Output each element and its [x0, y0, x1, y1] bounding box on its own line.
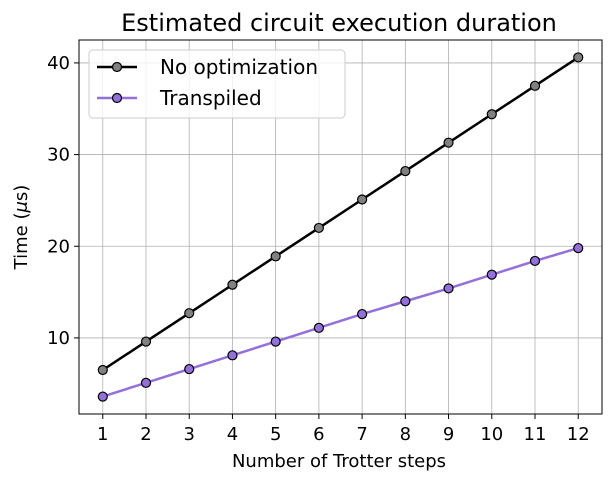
- x-tick-label: 3: [183, 424, 194, 445]
- data-point-no-optimization: [486, 109, 497, 120]
- data-point-transpiled: [573, 242, 584, 254]
- legend-marker-no-optimization: [111, 61, 123, 73]
- x-tick-label: 1: [97, 424, 108, 445]
- series-line-no-optimization: [102, 56, 579, 372]
- x-tick-label: 7: [356, 424, 367, 445]
- data-point-transpiled: [270, 336, 281, 347]
- x-axis-ticks: 1 2 3 4 5 6 7 8 9 10 11 12: [97, 414, 590, 445]
- data-point-no-optimization: [140, 336, 152, 347]
- plot-frame: [78, 39, 603, 415]
- legend-marker-transpiled: [111, 92, 123, 104]
- data-point-no-optimization: [573, 52, 584, 63]
- y-tick-label: 10: [47, 328, 70, 349]
- data-point-no-optimization: [227, 279, 238, 290]
- y-axis-label: Time (μs): [11, 185, 32, 271]
- data-point-transpiled: [443, 283, 454, 294]
- series-transpiled: [97, 242, 584, 402]
- x-tick-label: 10: [480, 424, 503, 445]
- x-tick-label: 9: [443, 424, 454, 445]
- y-axis-label-unit-symbol: μ: [11, 201, 32, 213]
- x-tick-label: 5: [270, 424, 281, 445]
- legend-label-no-optimization: No optimization: [160, 55, 318, 79]
- y-axis-label-prefix: Time (: [11, 213, 32, 271]
- chart-title: Estimated circuit execution duration: [121, 9, 557, 37]
- x-axis-label: Number of Trotter steps: [232, 451, 446, 472]
- y-tick-label: 20: [47, 236, 70, 257]
- data-point-transpiled: [529, 255, 541, 267]
- data-point-transpiled: [184, 363, 195, 375]
- x-tick-label: 2: [140, 424, 151, 445]
- data-point-no-optimization: [184, 308, 195, 319]
- data-point-no-optimization: [443, 137, 454, 148]
- data-point-no-optimization: [529, 80, 541, 91]
- data-point-transpiled: [400, 296, 411, 307]
- x-tick-label: 6: [313, 424, 324, 445]
- x-tick-label: 8: [400, 424, 411, 445]
- y-tick-label: 30: [47, 145, 70, 166]
- data-point-no-optimization: [313, 222, 324, 234]
- x-tick-label: 12: [567, 424, 590, 445]
- series-no-optimization: [97, 52, 584, 376]
- data-point-no-optimization: [270, 251, 281, 262]
- y-tick-label: 40: [47, 53, 70, 74]
- data-point-no-optimization: [97, 364, 108, 376]
- data-point-transpiled: [97, 391, 108, 402]
- y-axis-label-suffix: s): [11, 185, 32, 201]
- y-axis-ticks: 10 20 30 40: [47, 53, 79, 349]
- data-point-transpiled: [486, 269, 497, 280]
- series-layer: [97, 52, 584, 402]
- data-point-transpiled: [227, 350, 238, 361]
- data-point-transpiled: [357, 308, 368, 320]
- data-point-transpiled: [140, 377, 152, 388]
- series-line-transpiled: [102, 246, 579, 398]
- x-tick-label: 4: [227, 424, 238, 445]
- legend-box: [88, 49, 346, 119]
- data-point-no-optimization: [357, 194, 368, 205]
- data-point-transpiled: [313, 322, 324, 333]
- x-tick-label: 11: [524, 424, 547, 445]
- legend: No optimization Transpiled: [88, 49, 346, 119]
- legend-label-transpiled: Transpiled: [159, 86, 262, 110]
- data-point-no-optimization: [400, 165, 411, 177]
